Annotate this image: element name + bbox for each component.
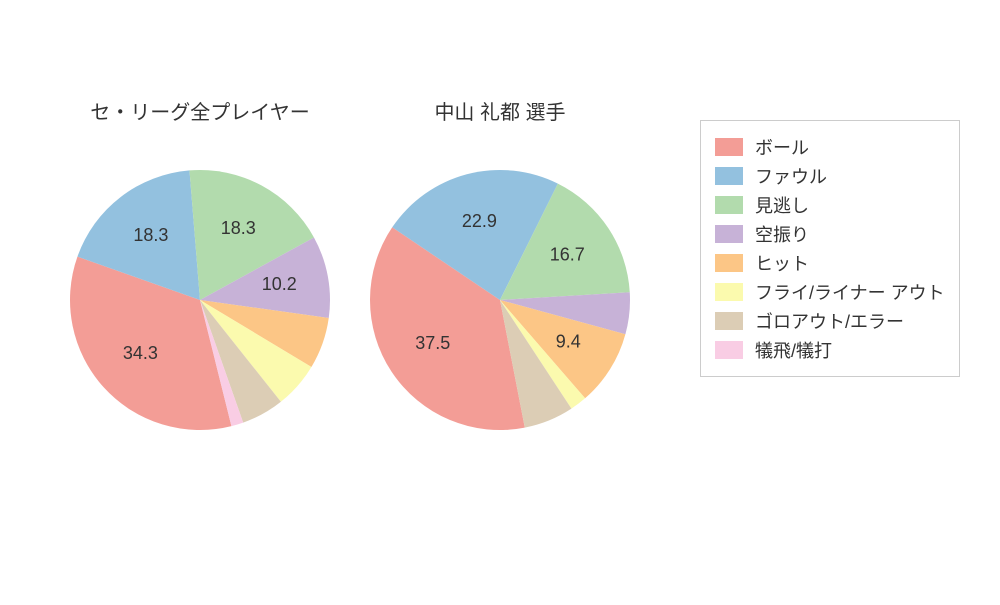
- slice-label-ball: 37.5: [415, 333, 450, 353]
- legend-item-ball: ボール: [715, 134, 945, 160]
- chart-container: セ・リーグ全プレイヤー 中山 礼都 選手 34.3 18.3 18.3 10.2 37.…: [0, 0, 1000, 600]
- legend-swatch-groundout: [715, 312, 743, 330]
- legend-swatch-look: [715, 196, 743, 214]
- slice-label-ball: 34.3: [123, 343, 158, 363]
- legend-label-foul: ファウル: [755, 163, 827, 189]
- legend-swatch-swing: [715, 225, 743, 243]
- legend-item-hit: ヒット: [715, 250, 945, 276]
- slice-label-foul: 22.9: [462, 211, 497, 231]
- legend-swatch-flyliner: [715, 283, 743, 301]
- chart-title-label: 中山 礼都 選手: [434, 102, 565, 124]
- legend-label-groundout: ゴロアウト/エラー: [755, 308, 904, 334]
- legend-swatch-sac: [715, 341, 743, 359]
- legend-label-swing: 空振り: [755, 221, 809, 247]
- legend-item-groundout: ゴロアウト/エラー: [715, 308, 945, 334]
- legend-swatch-ball: [715, 138, 743, 156]
- slice-label-look: 16.7: [550, 244, 585, 264]
- slice-label-foul: 18.3: [133, 225, 168, 245]
- legend-label-hit: ヒット: [755, 250, 809, 276]
- chart-title-player: 中山 礼都 選手: [370, 96, 630, 125]
- legend-label-look: 見逃し: [755, 192, 809, 218]
- chart-title-label: セ・リーグ全プレイヤー: [90, 102, 309, 124]
- legend-swatch-foul: [715, 167, 743, 185]
- slice-label-hit: 9.4: [556, 332, 581, 352]
- legend: ボールファウル見逃し空振りヒットフライ/ライナー アウトゴロアウト/エラー犠飛/…: [700, 120, 960, 377]
- slice-label-look: 18.3: [221, 218, 256, 238]
- slice-label-swing: 10.2: [262, 274, 297, 294]
- legend-item-sac: 犠飛/犠打: [715, 337, 945, 363]
- legend-swatch-hit: [715, 254, 743, 272]
- legend-label-ball: ボール: [755, 134, 809, 160]
- legend-item-foul: ファウル: [715, 163, 945, 189]
- legend-label-sac: 犠飛/犠打: [755, 337, 832, 363]
- legend-label-flyliner: フライ/ライナー アウト: [755, 279, 945, 305]
- legend-item-look: 見逃し: [715, 192, 945, 218]
- legend-item-flyliner: フライ/ライナー アウト: [715, 279, 945, 305]
- chart-title-league: セ・リーグ全プレイヤー: [70, 96, 330, 125]
- legend-item-swing: 空振り: [715, 221, 945, 247]
